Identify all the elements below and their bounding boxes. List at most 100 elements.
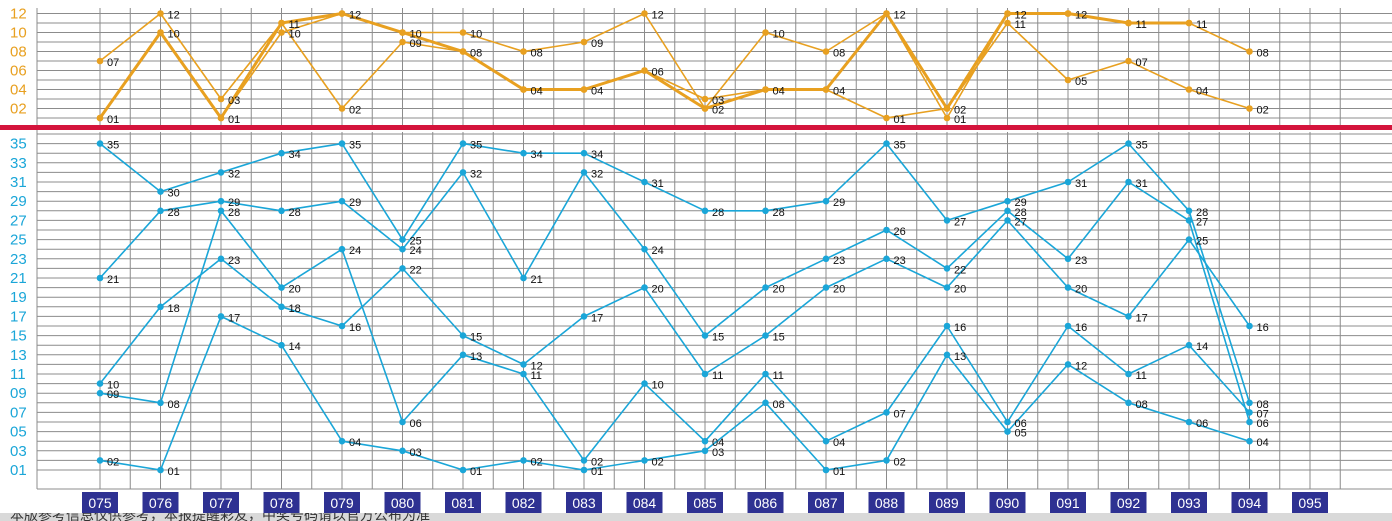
bottom-data-point: [762, 332, 769, 339]
bottom-point-label: 28: [1015, 207, 1027, 219]
top-point-label: 01: [228, 114, 240, 126]
bottom-point-label: 03: [410, 447, 422, 459]
bottom-data-point: [883, 255, 890, 263]
top-data-point: [641, 67, 648, 74]
bottom-data-point: [96, 389, 104, 397]
issue-number: 087: [814, 495, 838, 511]
bottom-point-label: 28: [1196, 207, 1208, 219]
bottom-point-label: 01: [168, 466, 180, 478]
bottom-data-point: [1004, 428, 1011, 435]
bottom-data-point: [641, 178, 648, 186]
issue-box: [1292, 492, 1328, 513]
bottom-data-point: [1246, 322, 1253, 330]
bottom-data-point: [883, 409, 890, 416]
issue-number: 085: [693, 495, 717, 511]
top-data-point: [1064, 10, 1072, 17]
bottom-data-point: [96, 140, 104, 147]
top-data-point: [701, 105, 709, 112]
bottom-point-label: 14: [1196, 341, 1208, 353]
top-data-point: [1125, 19, 1132, 27]
bottom-point-label: 20: [1075, 284, 1087, 296]
bottom-point-label: 06: [1196, 418, 1208, 430]
y-tick-bottom: 33: [10, 155, 27, 172]
top-point-label: 01: [894, 114, 906, 126]
bottom-data-point: [520, 370, 527, 378]
top-data-point: [96, 57, 104, 65]
bottom-series-line: [99, 219, 1251, 385]
bottom-data-point: [459, 169, 467, 176]
y-tick-bottom: 25: [10, 232, 27, 249]
bottom-point-label: 22: [410, 264, 422, 276]
issue-number: 075: [88, 495, 112, 511]
top-data-point: [943, 105, 951, 112]
issue-box: [263, 492, 300, 513]
issue-number: 089: [935, 495, 959, 511]
bottom-point-label: 02: [894, 456, 906, 468]
bottom-data-point: [943, 284, 951, 291]
top-data-point: [1246, 105, 1253, 112]
top-point-label: 08: [531, 48, 543, 60]
top-point-label: 12: [168, 10, 180, 22]
issue-box: [1231, 492, 1268, 513]
bottom-data-point: [459, 466, 467, 474]
top-data-point: [217, 114, 225, 122]
bottom-data-point: [701, 447, 709, 455]
bottom-point-label: 32: [591, 168, 603, 180]
bottom-data-point: [278, 207, 285, 215]
issue-number: 079: [330, 495, 354, 511]
y-tick-bottom: 07: [10, 404, 27, 421]
bottom-data-point: [520, 457, 527, 464]
bottom-data-point: [1246, 409, 1253, 416]
top-data-point: [278, 29, 285, 36]
top-data-point: [459, 29, 467, 36]
bottom-series-line: [99, 315, 1250, 471]
bottom-point-label: 11: [531, 370, 542, 382]
issue-number: 095: [1298, 495, 1322, 511]
bottom-point-label: 17: [1136, 312, 1148, 324]
bottom-data-point: [1064, 322, 1072, 330]
bottom-data-point: [278, 341, 285, 349]
top-data-point: [1246, 48, 1253, 55]
bottom-point-label: 31: [1075, 178, 1087, 190]
bottom-point-label: 09: [107, 389, 119, 401]
bottom-point-label: 25: [410, 236, 422, 248]
bottom-point-label: 20: [289, 284, 301, 296]
bottom-data-point: [1185, 217, 1193, 224]
y-tick-bottom: 29: [10, 193, 27, 210]
bottom-point-label: 03: [712, 447, 724, 459]
bottom-point-label: 11: [1136, 370, 1147, 382]
top-data-point: [822, 86, 830, 93]
bottom-data-point: [217, 197, 225, 205]
bottom-point-label: 12: [1075, 360, 1087, 372]
bottom-point-label: 04: [1257, 437, 1269, 449]
bottom-point-label: 05: [1015, 428, 1027, 440]
bottom-point-label: 15: [712, 332, 724, 344]
bottom-point-label: 27: [954, 216, 966, 228]
bottom-point-label: 34: [591, 149, 603, 161]
bottom-data-point: [1125, 370, 1132, 378]
bottom-point-label: 35: [349, 140, 361, 152]
bottom-data-point: [338, 197, 346, 205]
issue-box: [808, 492, 844, 513]
issue-number: 083: [572, 495, 596, 511]
bottom-point-label: 20: [954, 284, 966, 296]
bottom-point-label: 30: [168, 188, 180, 200]
issue-box: [566, 492, 602, 513]
bottom-data-point: [399, 447, 406, 455]
top-point-label: 11: [1015, 19, 1026, 31]
bottom-point-label: 32: [470, 168, 482, 180]
bottom-data-point: [822, 255, 830, 263]
top-point-label: 02: [712, 105, 724, 117]
bottom-point-label: 15: [470, 332, 482, 344]
y-tick-bottom: 27: [10, 212, 27, 229]
top-point-label: 08: [470, 48, 482, 60]
bottom-point-label: 29: [349, 197, 361, 209]
top-data-point: [338, 105, 346, 112]
bottom-point-label: 28: [228, 207, 240, 219]
issue-box: [687, 492, 723, 513]
bottom-data-point: [1064, 361, 1072, 368]
bottom-data-point: [762, 399, 769, 407]
bottom-data-point: [1125, 313, 1132, 320]
top-data-point: [1064, 76, 1072, 84]
top-point-label: 08: [1257, 48, 1269, 60]
